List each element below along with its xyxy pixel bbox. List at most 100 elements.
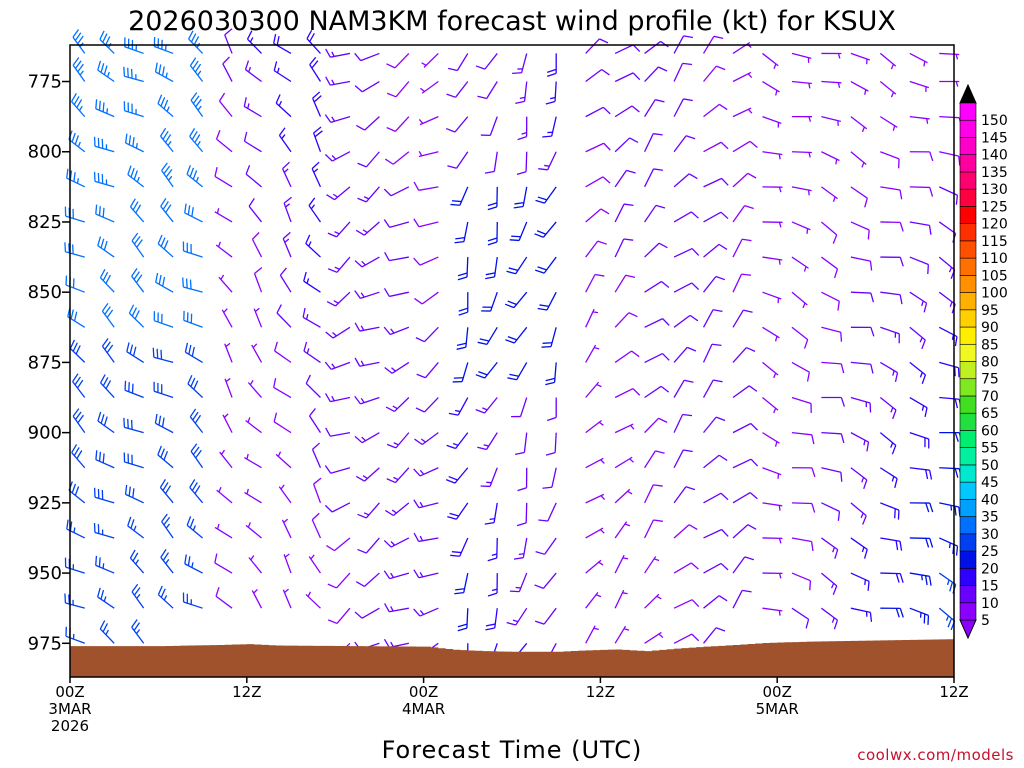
wind-barb [129,198,145,223]
barb-staff [484,53,498,70]
barb-flag [355,229,365,236]
barb-staff [909,186,930,189]
barb-staff [673,562,692,574]
barb-flag [165,134,172,143]
barb-staff [550,327,557,347]
wind-barb [245,417,262,434]
barb-flag [721,529,729,537]
barb-flag [862,515,867,525]
barb-half-flag [593,347,600,350]
wind-barb [157,94,174,118]
barb-staff [909,221,930,227]
wind-barb [732,492,758,504]
barb-flag [535,550,545,555]
wind-barb [123,452,144,469]
barb-staff [222,414,233,433]
barb-flag [136,239,143,248]
barb-staff [189,487,204,504]
wind-barb [447,151,469,169]
barb-staff [585,527,604,539]
barb-staff [490,291,498,312]
barb-flag [747,524,757,530]
barb-flag [276,304,282,314]
colorbar-swatch [959,550,977,569]
barb-flag [312,442,321,450]
barb-staff [465,327,469,348]
barb-flag [130,419,133,430]
barb-flag [324,361,332,370]
wind-barb [762,326,780,342]
wind-barb [475,53,498,70]
colorbar-swatch [959,119,977,138]
barb-flag [105,36,111,46]
wind-barb [445,467,469,484]
wind-barb [703,65,726,82]
barb-staff [585,308,595,328]
barb-staff [703,454,720,469]
wind-barb [485,608,498,631]
barb-staff [125,142,144,153]
barb-half-flag [653,558,660,562]
wind-barb [516,502,528,527]
barb-flag [72,373,79,382]
barb-staff [732,205,746,223]
barb-staff [419,607,439,617]
x-tick-date-label: 3MAR [48,700,91,718]
barb-staff [673,633,693,644]
barb-flag [628,312,638,318]
barb-staff [732,273,743,293]
barb-staff [248,557,263,574]
barb-flag [516,171,527,176]
barb-staff [313,483,322,504]
barb-half-flag [418,119,424,124]
wind-barb [356,116,380,131]
credit-text: coolwx.com/models [857,746,1014,764]
barb-flag [542,486,552,489]
wind-barb [324,114,351,123]
barb-flag [161,417,165,428]
barb-half-flag [920,574,923,581]
wind-barb [190,443,204,469]
barb-staff [821,537,839,551]
barb-staff [762,52,779,67]
wind-barb [909,256,930,275]
wind-barb [791,256,809,272]
wind-barb [821,502,841,521]
barb-half-flag [919,337,923,343]
barb-half-flag [135,559,139,565]
barb-flag [246,30,253,40]
barb-staff [72,415,86,434]
barb-half-flag [864,579,867,585]
barb-staff [850,151,867,166]
wind-barb [457,257,469,281]
barb-flag [899,294,903,305]
colorbar-top-cap [959,83,977,104]
barb-flag [487,237,498,242]
wind-barb [909,221,932,235]
barb-staff [361,256,380,268]
barb-staff [732,71,752,83]
barb-staff [459,186,469,206]
barb-half-flag [419,610,425,615]
barb-flag [413,257,421,266]
colorbar-label: 20 [981,561,999,577]
wind-barb [383,186,410,197]
barb-flag [662,353,670,361]
barb-staff [518,221,528,241]
barb-flag [251,232,260,240]
barb-flag [184,203,187,214]
barb-flag [189,479,196,488]
barb-flag [195,449,202,459]
colorbar-label: 110 [981,251,1008,267]
wind-barb [72,373,86,398]
wind-barb [850,607,873,622]
barb-flag [479,338,490,342]
colorbar-label: 120 [981,217,1008,233]
barb-flag [928,576,932,586]
wind-barb [99,30,115,54]
barb-flag [187,374,193,385]
wind-barb [222,56,233,82]
barb-staff [791,572,811,582]
barb-flag [447,516,457,520]
barb-staff [543,256,557,274]
